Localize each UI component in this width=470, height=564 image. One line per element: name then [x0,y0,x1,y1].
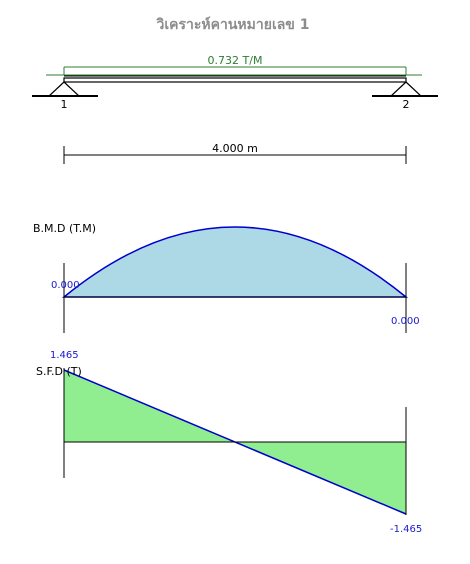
distributed-load [46,66,422,76]
span-label: 4.000 m [212,142,258,155]
support-label-2: 2 [403,98,410,111]
beam-model: 0.732 T/M 1 2 [32,54,438,111]
bmd-left-value: 0.000 [51,280,80,291]
sfd-right-value: -1.465 [390,524,422,535]
support-label-1: 1 [61,98,68,111]
support-pin-2 [372,81,438,97]
sfd-title: S.F.D (T) [36,365,82,378]
span-dimension: 4.000 m [63,142,407,164]
bmd-title: B.M.D (T.M) [33,222,96,235]
load-label: 0.732 T/M [208,54,263,67]
bmd-right-value: 0.000 [391,316,420,327]
bmd-diagram: B.M.D (T.M) 0.000 0.000 [33,222,420,333]
sfd-diagram: 1.465 S.F.D (T) -1.465 [36,350,422,535]
support-pin-1 [32,81,98,97]
page-title: วิเคราะห์คานหมายเลข 1 [155,16,309,33]
bmd-area [61,226,409,298]
beam-body [63,77,407,83]
sfd-left-value: 1.465 [50,350,79,361]
